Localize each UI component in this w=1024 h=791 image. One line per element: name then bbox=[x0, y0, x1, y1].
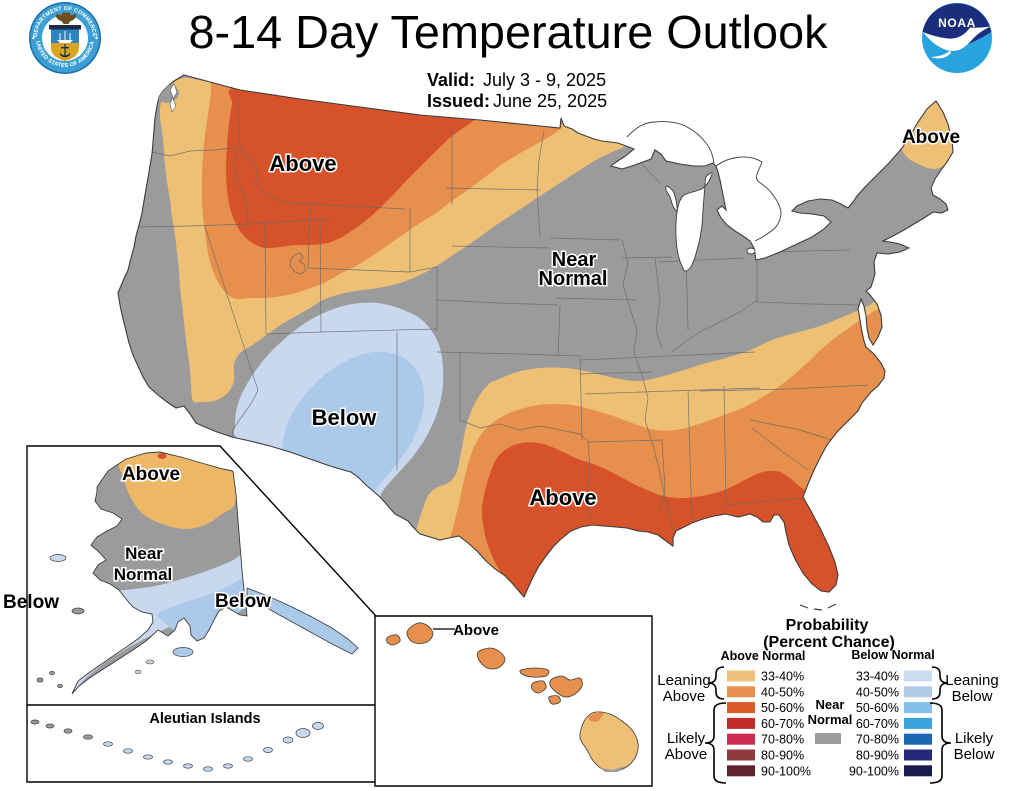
svg-text:Probability: Probability bbox=[786, 617, 869, 634]
svg-text:Above: Above bbox=[269, 151, 336, 176]
svg-text:80-90%: 80-90% bbox=[856, 749, 899, 763]
svg-text:NOAA: NOAA bbox=[938, 16, 976, 30]
svg-text:Aleutian Islands: Aleutian Islands bbox=[149, 711, 260, 727]
svg-text:Below: Below bbox=[954, 746, 995, 763]
svg-text:60-70%: 60-70% bbox=[856, 717, 899, 731]
svg-text:8-14 Day Temperature Outlook: 8-14 Day Temperature Outlook bbox=[188, 6, 828, 58]
svg-text:Below: Below bbox=[312, 405, 378, 430]
svg-text:50-60%: 50-60% bbox=[761, 701, 804, 715]
svg-text:Near: Near bbox=[552, 249, 597, 271]
svg-text:33-40%: 33-40% bbox=[856, 670, 899, 684]
svg-text:Above: Above bbox=[453, 622, 499, 639]
svg-text:Normal: Normal bbox=[808, 712, 853, 727]
svg-text:90-100%: 90-100% bbox=[761, 764, 811, 778]
svg-text:Below Normal: Below Normal bbox=[851, 648, 934, 662]
svg-text:Near: Near bbox=[816, 697, 845, 712]
svg-text:33-40%: 33-40% bbox=[761, 670, 804, 684]
svg-text:50-60%: 50-60% bbox=[856, 701, 899, 715]
svg-text:60-70%: 60-70% bbox=[761, 717, 804, 731]
svg-text:70-80%: 70-80% bbox=[856, 733, 899, 747]
svg-text:Normal: Normal bbox=[539, 268, 608, 290]
svg-text:Above Normal: Above Normal bbox=[721, 649, 806, 663]
svg-text:Above: Above bbox=[902, 127, 960, 148]
svg-text:Leaning: Leaning bbox=[657, 672, 710, 689]
svg-text:90-100%: 90-100% bbox=[849, 764, 899, 778]
svg-text:Below: Below bbox=[215, 591, 271, 612]
svg-text:Below: Below bbox=[952, 688, 993, 705]
svg-text:Issued:June 25, 2025: Issued: June 25, 2025 bbox=[427, 91, 607, 111]
svg-text:70-80%: 70-80% bbox=[761, 733, 804, 747]
svg-text:Above: Above bbox=[529, 485, 596, 510]
svg-text:Likely: Likely bbox=[667, 730, 706, 747]
svg-text:Above: Above bbox=[663, 688, 706, 705]
svg-text:40-50%: 40-50% bbox=[856, 685, 899, 699]
svg-text:40-50%: 40-50% bbox=[761, 685, 804, 699]
svg-text:Likely: Likely bbox=[955, 730, 994, 747]
svg-text:Near: Near bbox=[125, 544, 163, 563]
svg-text:Above: Above bbox=[122, 464, 180, 485]
svg-text:(Percent Chance): (Percent Chance) bbox=[763, 634, 895, 651]
svg-text:Above: Above bbox=[665, 746, 708, 763]
svg-text:Valid:July 3 - 9, 2025: Valid: July 3 - 9, 2025 bbox=[427, 70, 606, 90]
svg-text:Normal: Normal bbox=[114, 565, 173, 584]
svg-text:Below: Below bbox=[3, 592, 59, 613]
svg-text:80-90%: 80-90% bbox=[761, 749, 804, 763]
svg-text:Leaning: Leaning bbox=[945, 672, 998, 689]
